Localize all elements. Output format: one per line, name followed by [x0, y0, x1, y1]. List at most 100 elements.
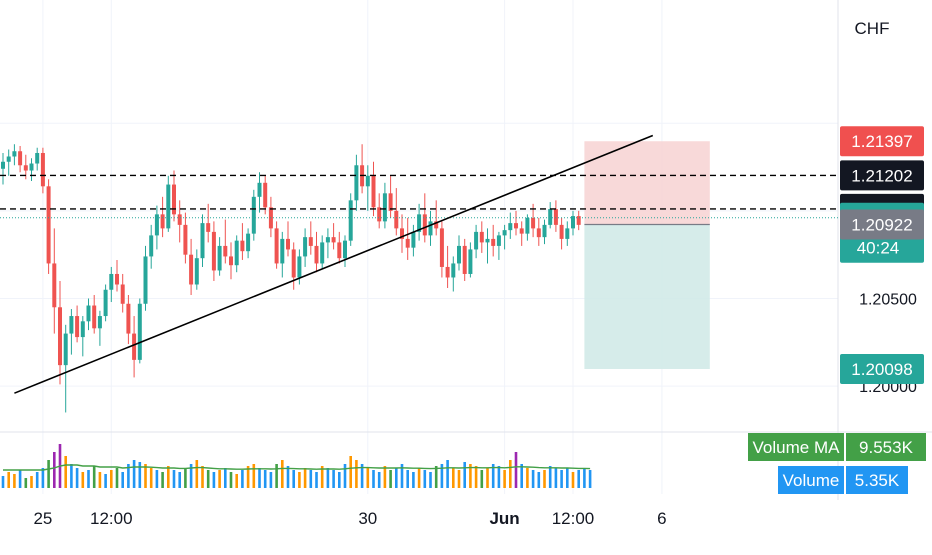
candle-body[interactable] [400, 228, 404, 239]
candle-body[interactable] [474, 231, 479, 250]
candle-body[interactable] [553, 209, 558, 225]
take-profit-zone[interactable] [584, 224, 710, 369]
candle-body[interactable] [97, 316, 102, 329]
candle-body[interactable] [18, 151, 23, 166]
candle-body[interactable] [280, 238, 285, 264]
candle-body[interactable] [485, 238, 490, 243]
candle-body[interactable] [525, 217, 530, 234]
candle-body[interactable] [69, 316, 74, 334]
candle-body[interactable] [303, 237, 308, 257]
candle-body[interactable] [348, 200, 353, 241]
position-tool[interactable] [584, 141, 710, 369]
candle-body[interactable] [29, 163, 34, 171]
candle-body[interactable] [194, 258, 199, 285]
candle-body[interactable] [172, 184, 176, 215]
candle-body[interactable] [314, 245, 319, 264]
candle-body[interactable] [120, 284, 125, 304]
candle-body[interactable] [337, 242, 342, 259]
candle-body[interactable] [559, 224, 564, 239]
candle-body[interactable] [502, 230, 507, 236]
candle-body[interactable] [189, 254, 194, 285]
candle-body[interactable] [132, 333, 137, 360]
candle-body[interactable] [86, 305, 91, 322]
stop-loss-zone[interactable] [584, 141, 710, 225]
candle-body[interactable] [263, 182, 268, 208]
candle-body[interactable] [297, 256, 302, 278]
candle-body[interactable] [80, 321, 85, 338]
candle-body[interactable] [411, 231, 416, 248]
candle-body[interactable] [434, 221, 439, 229]
candle-body[interactable] [92, 305, 97, 329]
candle-body[interactable] [422, 214, 427, 236]
candle-body[interactable] [491, 238, 496, 246]
candle-body[interactable] [6, 156, 11, 162]
candle-body[interactable] [137, 303, 142, 360]
candle-body[interactable] [308, 237, 313, 246]
candle-body[interactable] [103, 289, 108, 317]
candle-body[interactable] [257, 182, 262, 197]
candle-body[interactable] [291, 249, 296, 278]
candle-body[interactable] [576, 216, 581, 225]
candle-body[interactable] [428, 221, 433, 236]
candle-body[interactable] [462, 245, 467, 274]
candle-body[interactable] [183, 224, 188, 255]
candle-body[interactable] [35, 152, 40, 164]
candle-body[interactable] [149, 235, 154, 257]
candle-body[interactable] [371, 175, 376, 208]
candle-body[interactable] [23, 165, 28, 171]
candle-body[interactable] [377, 207, 382, 222]
candle-body[interactable] [234, 240, 239, 266]
candle-body[interactable] [115, 273, 119, 285]
candle-body[interactable] [508, 223, 513, 231]
candle-body[interactable] [542, 224, 547, 238]
candle-body[interactable] [143, 256, 148, 304]
candle-body[interactable] [246, 233, 251, 252]
candle-body[interactable] [536, 228, 541, 238]
candle-body[interactable] [394, 210, 399, 229]
candle-body[interactable] [217, 245, 222, 271]
candle-body[interactable] [457, 245, 461, 264]
candle-body[interactable] [479, 231, 484, 243]
candle-body[interactable] [274, 228, 279, 264]
candle-body[interactable] [1, 161, 5, 169]
candle-body[interactable] [166, 184, 171, 229]
candle-body[interactable] [109, 273, 114, 290]
drawing-lines[interactable] [0, 134, 838, 394]
candle-body[interactable] [154, 214, 159, 236]
candle-body[interactable] [251, 196, 256, 234]
candle-body[interactable] [286, 238, 290, 250]
candle-body[interactable] [206, 223, 211, 232]
candle-body[interactable] [445, 266, 450, 278]
candle-body[interactable] [211, 231, 216, 271]
candle-body[interactable] [514, 223, 518, 229]
candle-body[interactable] [365, 175, 370, 187]
trendline[interactable] [14, 134, 654, 394]
candle-body[interactable] [519, 228, 524, 234]
candle-body[interactable] [405, 238, 410, 248]
candle-body[interactable] [200, 223, 205, 259]
candle-body[interactable] [417, 214, 422, 232]
candle-body[interactable] [63, 333, 68, 366]
candlestick-series[interactable] [1, 144, 581, 413]
candle-body[interactable] [12, 151, 17, 157]
candle-body[interactable] [229, 256, 233, 266]
candle-body[interactable] [531, 217, 536, 229]
candle-body[interactable] [52, 263, 57, 308]
candle-body[interactable] [439, 228, 444, 267]
candle-body[interactable] [354, 165, 359, 201]
candle-body[interactable] [451, 263, 456, 278]
candle-body[interactable] [126, 303, 131, 334]
candle-body[interactable] [565, 228, 570, 239]
candle-body[interactable] [388, 193, 393, 211]
candle-body[interactable] [46, 186, 51, 264]
candle-body[interactable] [548, 209, 553, 225]
candle-body[interactable] [75, 316, 80, 338]
candle-body[interactable] [343, 240, 347, 259]
candle-body[interactable] [240, 240, 245, 252]
candle-body[interactable] [382, 193, 387, 222]
candle-body[interactable] [496, 235, 501, 246]
candle-body[interactable] [40, 152, 45, 187]
candle-body[interactable] [223, 245, 228, 257]
